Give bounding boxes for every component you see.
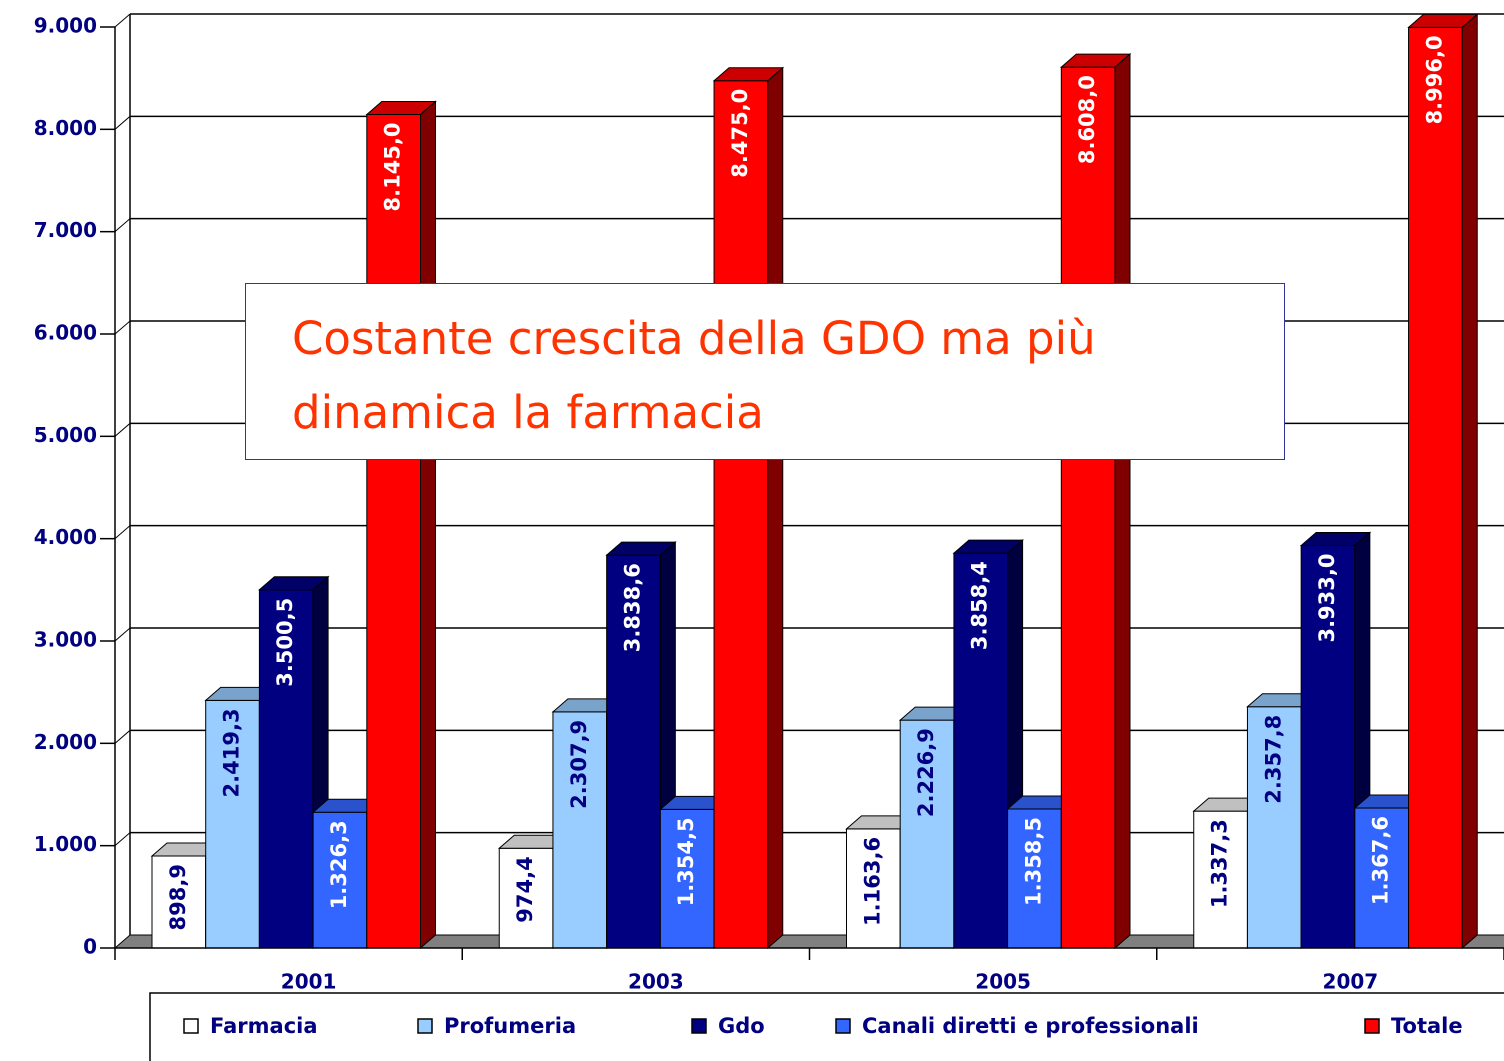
legend-swatch — [1364, 1018, 1380, 1034]
value-label: 3.838,6 — [621, 563, 645, 652]
grid-line-side — [114, 115, 131, 130]
value-label: 3.933,0 — [1315, 554, 1339, 643]
value-label: 1.354,5 — [674, 817, 698, 906]
legend-label: Gdo — [718, 1014, 765, 1038]
bar-side — [767, 66, 784, 950]
bar-front — [1300, 545, 1356, 949]
legend-swatch — [183, 1018, 199, 1034]
bar — [365, 100, 437, 950]
bar-front — [713, 80, 769, 949]
value-label: 898,9 — [166, 864, 190, 930]
bar-front — [1193, 810, 1248, 949]
grid-line-side — [114, 729, 131, 744]
x-tick-label: 2003 — [628, 970, 684, 994]
y-tick-label: 5.000 — [34, 423, 97, 447]
value-label: 8.996,0 — [1422, 35, 1446, 124]
bar-front — [366, 113, 421, 949]
bar-front — [1246, 706, 1302, 949]
y-tick-label: 7.000 — [34, 218, 97, 242]
value-label: 3.858,4 — [968, 561, 992, 650]
grid-line-side — [114, 422, 131, 437]
y-tick-label: 2.000 — [34, 730, 97, 754]
value-label: 1.358,5 — [1021, 817, 1045, 906]
grid-line-side — [114, 832, 131, 847]
bar-front — [151, 855, 207, 949]
bar-front — [312, 811, 368, 949]
y-tick-label: 1.000 — [34, 832, 97, 856]
grid-line-side — [114, 525, 131, 540]
value-label: 8.475,0 — [728, 89, 752, 178]
value-label: 8.145,0 — [381, 122, 405, 211]
bar — [1059, 53, 1132, 950]
grid-line-side — [114, 627, 131, 642]
legend-swatch — [835, 1018, 851, 1034]
value-label: 2.307,9 — [567, 720, 591, 809]
bar — [712, 66, 785, 950]
legend-swatch — [691, 1018, 707, 1034]
bar-side — [1461, 13, 1478, 950]
grid-line-side — [114, 13, 131, 28]
bar-front — [1354, 807, 1410, 949]
value-label: 974,4 — [513, 856, 537, 922]
bar-side — [1114, 53, 1131, 950]
annotation: Costante crescita della GDO ma più dinam… — [245, 283, 1285, 460]
value-label: 3.500,5 — [273, 598, 297, 687]
value-label: 1.367,6 — [1369, 816, 1393, 905]
value-label: 8.608,0 — [1075, 75, 1099, 164]
y-tick-label: 3.000 — [34, 628, 97, 652]
bar-front — [1060, 66, 1116, 949]
value-label: 2.419,3 — [220, 708, 244, 797]
x-tick-label: 2005 — [975, 970, 1031, 994]
x-tick-label: 2007 — [1323, 970, 1379, 994]
x-tick-label: 2001 — [281, 970, 337, 994]
value-label: 1.337,3 — [1208, 819, 1232, 908]
legend-box — [149, 992, 1504, 1061]
legend-label: Farmacia — [210, 1014, 318, 1038]
bar — [1407, 13, 1479, 950]
y-tick-label: 9.000 — [34, 14, 97, 38]
value-label: 1.163,6 — [860, 837, 884, 926]
legend-swatch — [417, 1018, 433, 1034]
y-tick-label: 8.000 — [34, 116, 97, 140]
grid-line-side — [114, 320, 131, 335]
value-label: 2.226,9 — [914, 728, 938, 817]
grid-line-side — [114, 218, 131, 233]
value-label: 1.326,3 — [327, 820, 351, 909]
bar-front — [552, 711, 608, 949]
bar-front — [606, 554, 661, 949]
y-tick-label: 4.000 — [34, 525, 97, 549]
bar-side — [420, 100, 436, 950]
bar-front — [846, 828, 901, 949]
bar-front — [258, 589, 314, 949]
bar-front — [1408, 26, 1463, 949]
legend-label: Totale — [1391, 1014, 1463, 1038]
value-label: 2.357,8 — [1261, 715, 1285, 804]
legend-label: Canali diretti e professionali — [862, 1014, 1199, 1038]
legend-label: Profumeria — [444, 1014, 576, 1038]
y-tick-label: 0 — [83, 935, 97, 959]
bar-front — [659, 808, 715, 949]
y-tick-label: 6.000 — [34, 321, 97, 345]
